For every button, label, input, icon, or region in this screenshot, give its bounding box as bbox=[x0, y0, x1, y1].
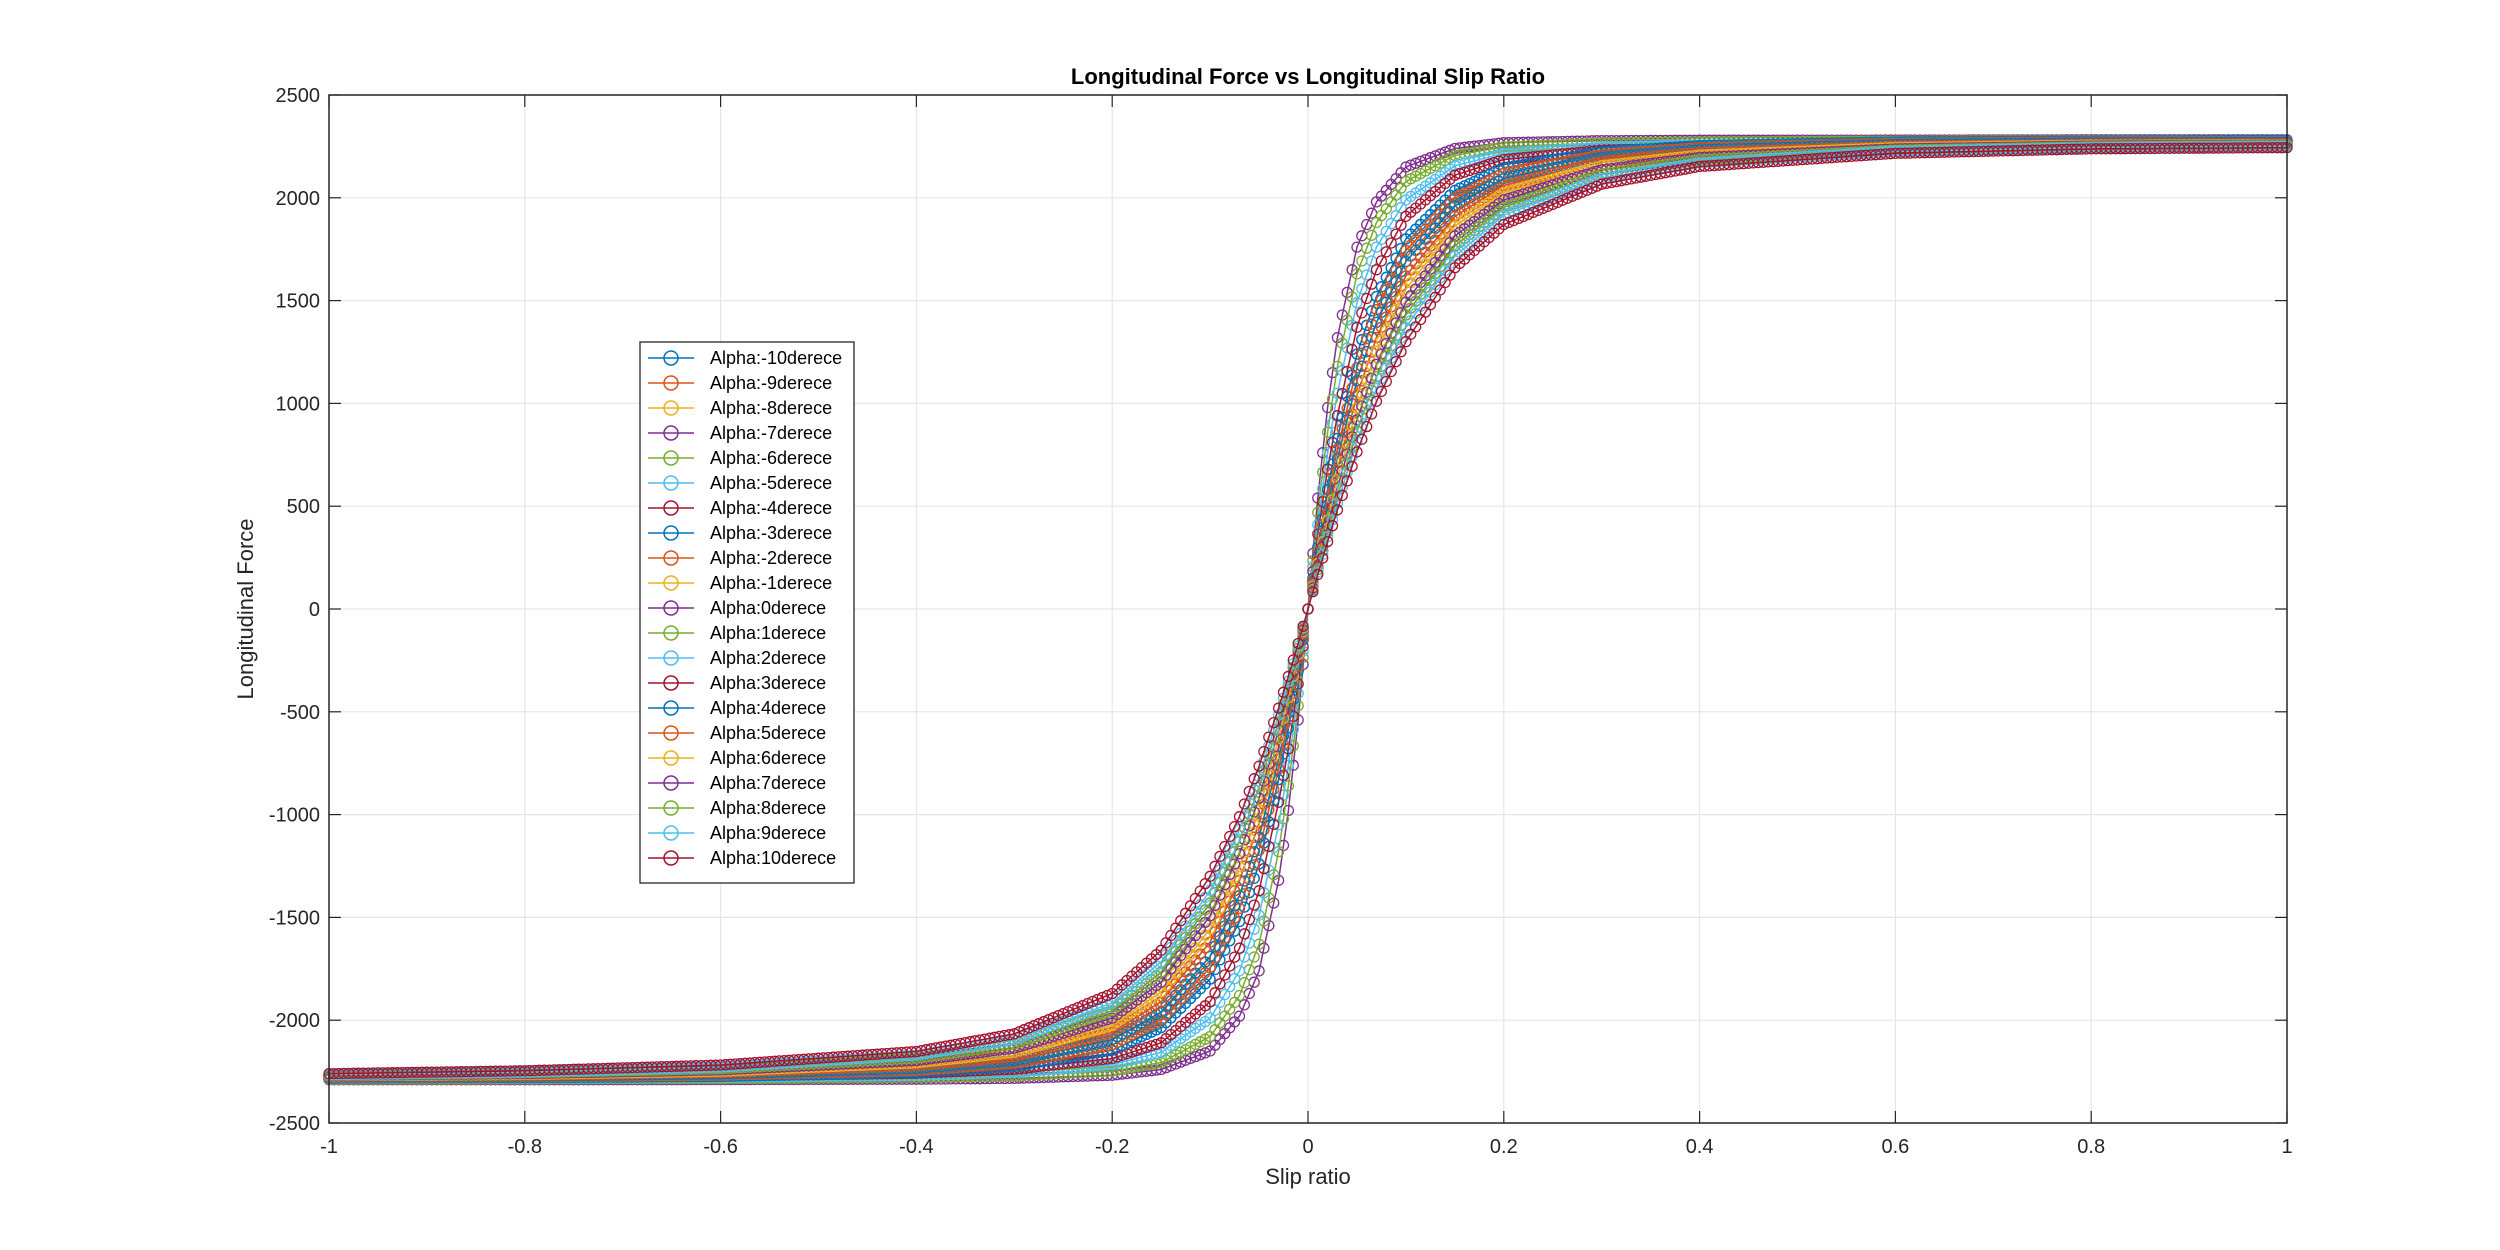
data-point bbox=[1184, 1052, 1197, 1065]
data-point bbox=[1131, 1044, 1143, 1057]
data-point bbox=[1253, 909, 1265, 921]
data-point bbox=[1356, 283, 1368, 295]
data-point bbox=[1410, 157, 1422, 169]
data-point bbox=[1424, 152, 1437, 164]
data-point bbox=[1145, 1040, 1158, 1052]
data-point bbox=[1233, 942, 1246, 954]
data-point bbox=[1400, 161, 1412, 173]
data-point bbox=[1321, 447, 1334, 459]
data-point bbox=[1405, 159, 1417, 171]
data-point bbox=[1228, 951, 1241, 963]
data-point bbox=[1209, 1004, 1221, 1016]
data-point bbox=[1199, 1047, 1211, 1059]
data-point bbox=[1140, 1041, 1153, 1054]
data-point bbox=[1385, 237, 1397, 249]
series-layer bbox=[323, 134, 2293, 1086]
data-point bbox=[1321, 426, 1334, 438]
data-point bbox=[1243, 937, 1255, 949]
data-point bbox=[1370, 264, 1383, 276]
data-point bbox=[1321, 401, 1334, 414]
data-point bbox=[1375, 255, 1388, 267]
data-point bbox=[1375, 233, 1388, 245]
data-point bbox=[1248, 923, 1260, 935]
data-point bbox=[1238, 977, 1251, 989]
data-point bbox=[1233, 965, 1246, 977]
data-point bbox=[1282, 759, 1295, 771]
data-point bbox=[1209, 987, 1221, 999]
data-point bbox=[1179, 1054, 1192, 1066]
data-point bbox=[1233, 989, 1246, 1002]
data-point bbox=[1214, 978, 1226, 990]
data-point bbox=[1194, 1049, 1206, 1061]
data-point bbox=[1150, 1038, 1162, 1051]
data-point bbox=[1282, 804, 1295, 817]
data-point bbox=[1351, 297, 1363, 309]
data-point bbox=[1219, 969, 1231, 981]
data-point bbox=[1365, 229, 1378, 241]
data-point bbox=[1395, 219, 1407, 231]
data-point bbox=[1224, 960, 1236, 972]
data-point bbox=[1419, 153, 1432, 166]
data-point bbox=[1126, 1046, 1138, 1058]
data-point bbox=[1135, 1043, 1148, 1055]
data-point bbox=[1380, 246, 1392, 258]
data-point bbox=[1233, 1010, 1246, 1022]
data-point bbox=[1282, 780, 1295, 792]
data-point bbox=[1189, 1050, 1202, 1063]
data-point bbox=[1204, 996, 1216, 1008]
data-point bbox=[1361, 269, 1373, 281]
data-point bbox=[1414, 155, 1427, 168]
data-point bbox=[1390, 228, 1402, 240]
